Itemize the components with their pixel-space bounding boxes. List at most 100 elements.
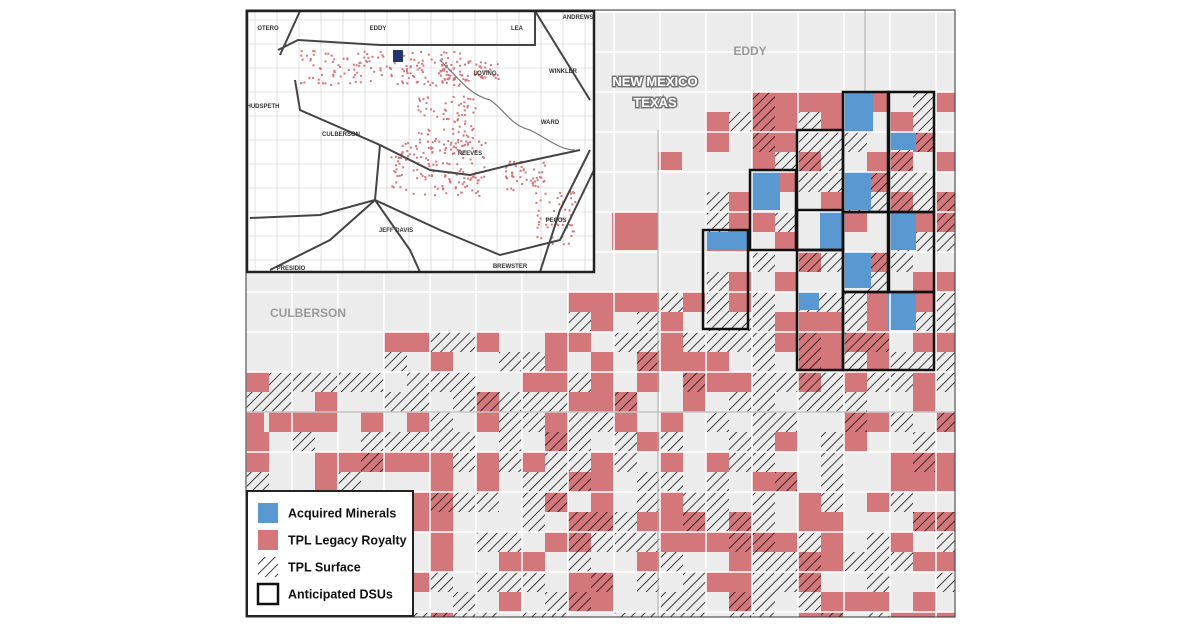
inset-royalty: [484, 66, 487, 69]
royalty-area: [890, 612, 913, 617]
inset-royalty: [505, 166, 508, 169]
royalty-area: [476, 332, 499, 352]
royalty-area: [867, 352, 890, 372]
royalty-area: [752, 212, 775, 232]
surface-area: [499, 532, 522, 552]
royalty-area: [913, 552, 936, 572]
royalty-area: [844, 432, 867, 452]
surface-area: [706, 212, 729, 232]
surface-area: [430, 412, 453, 432]
surface-area: [752, 352, 775, 372]
surface-area: [729, 112, 752, 132]
inset-royalty: [489, 68, 492, 71]
surface-area: [453, 332, 476, 352]
surface-area: [729, 592, 752, 612]
inset-royalty: [415, 145, 418, 148]
surface-area: [430, 432, 453, 452]
inset-royalty: [447, 118, 450, 121]
surface-area: [913, 232, 936, 252]
surface-area: [499, 452, 522, 472]
inset-royalty: [464, 120, 467, 123]
royalty-area: [361, 412, 384, 432]
surface-area: [867, 532, 890, 552]
surface-area: [821, 252, 844, 272]
surface-area: [614, 432, 637, 452]
royalty-area: [936, 612, 955, 617]
surface-area: [568, 412, 591, 432]
inset-royalty: [471, 136, 474, 139]
royalty-area: [959, 612, 982, 627]
inset-royalty: [496, 74, 499, 77]
surface-area: [913, 92, 936, 112]
surface-area: [637, 492, 660, 512]
surface-area: [844, 412, 867, 432]
royalty-area: [844, 592, 867, 612]
royalty-area: [430, 532, 453, 552]
royalty-area: [407, 412, 430, 432]
inset-royalty: [453, 152, 456, 155]
inset-royalty: [441, 80, 444, 83]
surface-area: [844, 292, 867, 312]
inset-label: EDDY: [370, 26, 387, 32]
surface-area: [959, 152, 982, 172]
surface-area: [430, 372, 453, 392]
surface-area: [752, 252, 775, 272]
inset-royalty: [567, 242, 570, 245]
surface-area: [568, 372, 591, 392]
surface-area: [706, 292, 729, 312]
inset-label: WARD: [541, 120, 560, 126]
surface-area: [568, 472, 591, 492]
inset-royalty: [416, 68, 419, 71]
inset-royalty: [394, 164, 397, 167]
royalty-area: [913, 272, 936, 292]
inset-royalty: [406, 72, 409, 75]
inset-royalty: [467, 62, 470, 65]
inset-royalty: [536, 179, 539, 182]
inset-royalty: [469, 60, 472, 63]
inset-royalty: [461, 144, 464, 147]
inset-label: CULBERSON: [322, 132, 360, 138]
surface-area: [660, 592, 683, 612]
royalty-area: [729, 372, 752, 392]
surface-area: [522, 492, 545, 512]
surface-area: [959, 192, 982, 212]
inset-royalty: [444, 174, 447, 177]
inset-royalty: [413, 75, 416, 78]
inset-royalty: [390, 75, 393, 78]
inset-royalty: [419, 141, 422, 144]
surface-area: [752, 112, 775, 132]
royalty-area: [683, 352, 706, 372]
surface-area: [798, 352, 821, 372]
royalty-area: [706, 532, 729, 552]
inset-royalty: [476, 190, 479, 193]
royalty-area: [775, 332, 798, 352]
inset-royalty: [505, 170, 508, 173]
royalty-area: [637, 432, 660, 452]
inset-royalty: [368, 60, 371, 63]
inset-royalty: [553, 209, 556, 212]
surface-area: [660, 472, 683, 492]
surface-area: [407, 372, 430, 392]
royalty-area: [936, 92, 955, 112]
surface-area: [637, 612, 660, 617]
inset-royalty: [559, 191, 562, 194]
royalty-area: [821, 192, 844, 212]
inset-royalty: [549, 218, 552, 221]
surface-area: [821, 392, 844, 412]
royalty-area: [821, 532, 844, 552]
surface-area: [959, 392, 982, 412]
inset-royalty: [455, 173, 458, 176]
inset-royalty: [418, 67, 421, 70]
inset-royalty: [556, 196, 559, 199]
inset-royalty: [533, 168, 536, 171]
inset-royalty: [440, 54, 443, 57]
inset-royalty: [416, 156, 419, 159]
inset-royalty: [394, 171, 397, 174]
inset-royalty: [570, 192, 573, 195]
surface-area: [683, 372, 706, 392]
inset-label: HUDSPETH: [246, 104, 279, 110]
inset-royalty: [475, 72, 478, 75]
royalty-area: [430, 452, 453, 472]
inset-royalty: [459, 168, 462, 171]
royalty-area: [591, 392, 614, 412]
